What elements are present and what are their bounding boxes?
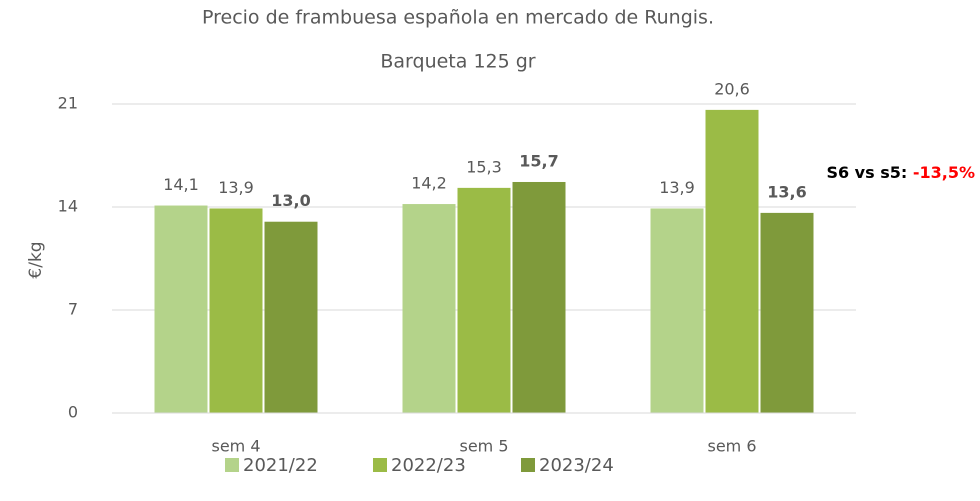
chart-title: Precio de frambuesa española en mercado …	[202, 7, 714, 29]
y-tick-label: 7	[68, 300, 78, 319]
bar	[457, 187, 511, 413]
bar	[705, 109, 759, 413]
bar	[650, 208, 704, 413]
legend-swatch	[521, 458, 535, 472]
data-label: 15,3	[466, 157, 502, 176]
y-tick-label: 14	[58, 197, 78, 216]
legend-label: 2023/24	[539, 455, 614, 476]
legend-swatch	[225, 458, 239, 472]
legend-label: 2021/22	[243, 455, 318, 476]
data-label: 15,7	[519, 151, 558, 170]
annotation-value: -13,5%	[913, 163, 975, 182]
data-label: 13,9	[218, 178, 254, 197]
data-label: 13,6	[767, 182, 806, 201]
data-label: 13,0	[271, 191, 310, 210]
bar	[154, 205, 208, 413]
bar	[760, 212, 814, 413]
data-label: 20,6	[714, 79, 750, 98]
chart-subtitle: Barqueta 125 gr	[380, 51, 535, 73]
x-tick-label: sem 6	[707, 437, 756, 456]
data-label: 14,1	[163, 175, 199, 194]
legend-swatch	[373, 458, 387, 472]
bar	[209, 208, 263, 413]
x-tick-label: sem 5	[459, 437, 508, 456]
y-axis-label: €/kg	[26, 241, 46, 278]
bar	[402, 204, 456, 413]
annotation: S6 vs s5: -13,5%	[826, 163, 975, 182]
bar	[264, 221, 318, 413]
bar	[512, 181, 566, 413]
annotation-text: S6 vs s5:	[826, 163, 907, 182]
data-label: 13,9	[659, 178, 695, 197]
x-tick-label: sem 4	[211, 437, 260, 456]
data-label: 14,2	[411, 174, 447, 193]
y-tick-label: 21	[58, 94, 78, 113]
legend-label: 2022/23	[391, 455, 466, 476]
y-tick-label: 0	[68, 403, 78, 422]
